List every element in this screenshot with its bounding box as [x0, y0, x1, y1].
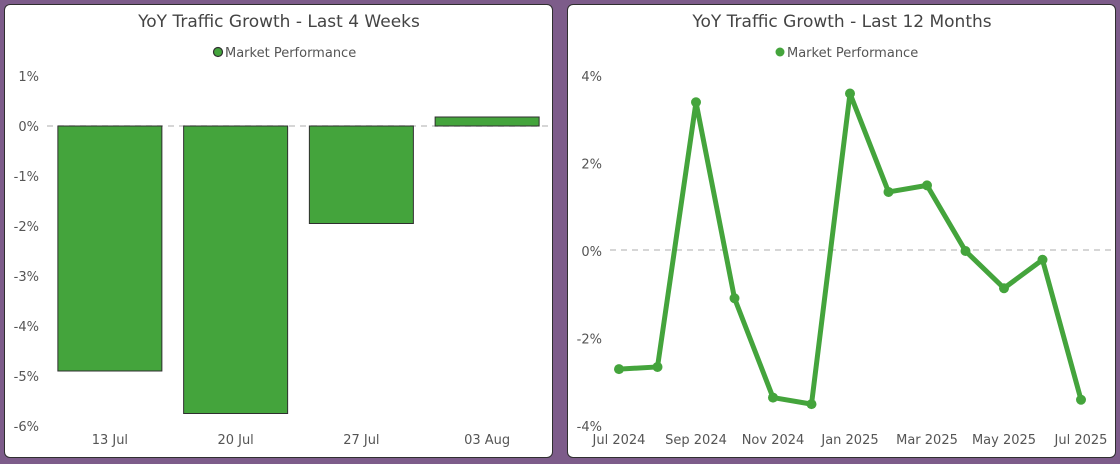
x-tick-label: May 2025 [972, 433, 1036, 448]
weekly-growth-bar-chart: YoY Traffic Growth - Last 4 Weeks Market… [14, 12, 550, 448]
x-tick-label: Jul 2024 [592, 433, 646, 448]
y-tick-label: -1% [14, 170, 39, 185]
x-tick-label: 13 Jul [92, 433, 128, 448]
monthly-growth-line-chart: YoY Traffic Growth - Last 12 Months Mark… [577, 12, 1113, 448]
data-point[interactable] [960, 246, 971, 256]
y-tick-label: 2% [581, 158, 602, 173]
bar[interactable] [183, 125, 289, 414]
x-tick-label: Jan 2025 [820, 433, 878, 448]
data-point[interactable] [806, 399, 817, 410]
y-axis: 4% 2% 0% -2% -4% [577, 70, 602, 435]
weekly-growth-panel: YoY Traffic Growth - Last 4 Weeks Market… [4, 4, 553, 458]
legend-marker [212, 46, 224, 58]
bar[interactable] [57, 125, 163, 372]
legend-label[interactable]: Market Performance [225, 46, 356, 61]
data-point[interactable] [999, 283, 1009, 294]
legend-label[interactable]: Market Performance [787, 46, 918, 61]
y-tick-label: -5% [14, 370, 39, 385]
data-point[interactable] [1076, 394, 1086, 405]
data-point[interactable] [614, 364, 624, 375]
bars [57, 116, 540, 414]
y-tick-label: -4% [577, 420, 602, 435]
data-point[interactable] [729, 293, 740, 304]
y-tick-label: -4% [14, 320, 39, 335]
data-point[interactable] [883, 186, 894, 197]
series-market-performance [614, 88, 1086, 410]
x-tick-label: 20 Jul [217, 433, 253, 448]
x-tick-label: 27 Jul [343, 433, 379, 448]
y-tick-label: 4% [581, 70, 602, 85]
chart-title: YoY Traffic Growth - Last 12 Months [691, 12, 991, 32]
data-point[interactable] [922, 180, 932, 191]
x-tick-label: Jul 2025 [1054, 433, 1108, 448]
series-line [616, 91, 1084, 407]
data-point[interactable] [652, 361, 663, 372]
legend-marker [775, 47, 785, 57]
x-axis: Jul 2024 Sep 2024 Nov 2024 Jan 2025 Mar 2025… [592, 433, 1108, 448]
y-tick-label: -2% [577, 333, 602, 348]
y-tick-label: -2% [14, 220, 39, 235]
data-point[interactable] [845, 88, 855, 99]
y-tick-label: 0% [581, 245, 602, 260]
data-point[interactable] [768, 392, 778, 403]
data-point[interactable] [691, 97, 701, 108]
x-tick-label: Nov 2024 [742, 433, 805, 448]
monthly-growth-panel: YoY Traffic Growth - Last 12 Months Mark… [567, 4, 1116, 458]
y-tick-label: -3% [14, 270, 39, 285]
x-tick-label: Mar 2025 [896, 433, 958, 448]
x-tick-label: 03 Aug [464, 433, 510, 448]
y-tick-label: 1% [18, 70, 39, 85]
data-point[interactable] [1037, 254, 1048, 265]
y-tick-label: 0% [18, 120, 39, 135]
x-tick-label: Sep 2024 [665, 433, 727, 448]
y-axis: 1% 0% -1% -2% -3% -4% -5% -6% [14, 70, 39, 435]
chart-title: YoY Traffic Growth - Last 4 Weeks [137, 12, 420, 32]
x-axis: 13 Jul 20 Jul 27 Jul 03 Aug [92, 433, 510, 448]
y-tick-label: -6% [14, 420, 39, 435]
bar[interactable] [308, 125, 414, 224]
bar[interactable] [434, 116, 540, 127]
